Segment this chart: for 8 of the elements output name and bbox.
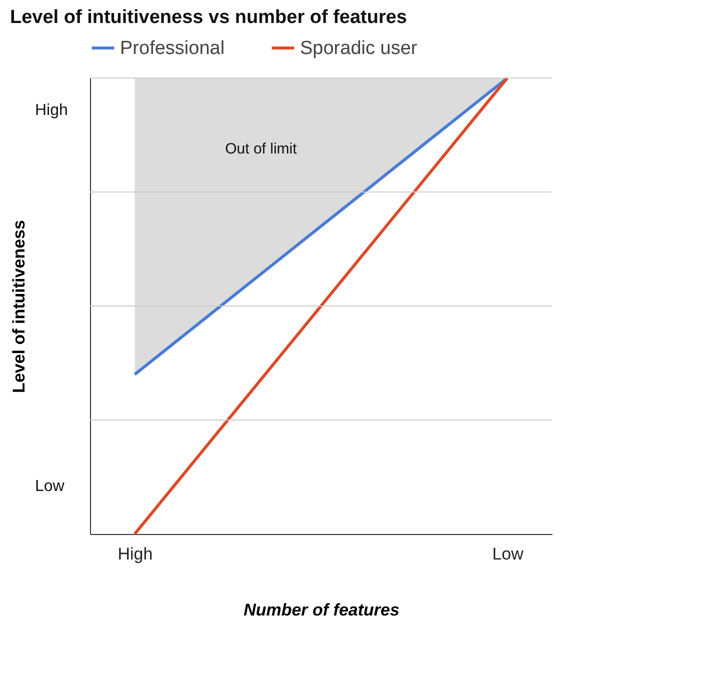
legend-label: Sporadic user	[300, 38, 418, 59]
chart-title: Level of intuitiveness vs number of features	[10, 7, 407, 28]
legend-label: Professional	[120, 38, 225, 59]
annotation: Out of limit	[225, 140, 298, 158]
text: Low	[35, 478, 65, 496]
y-axis-title: Level of intuitiveness	[10, 220, 28, 393]
x-axis-title: Number of features	[244, 600, 400, 620]
text: High	[35, 102, 68, 119]
